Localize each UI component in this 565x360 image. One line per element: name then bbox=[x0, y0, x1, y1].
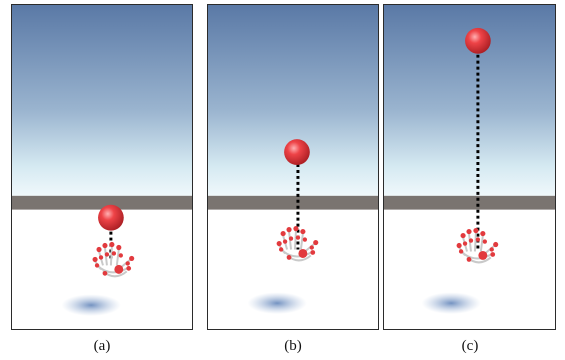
red-sphere-icon bbox=[284, 139, 310, 166]
caption-a: (a) bbox=[93, 338, 111, 354]
shadow-icon bbox=[61, 294, 121, 317]
horizon-band bbox=[12, 195, 192, 210]
hand-skeleton-icon bbox=[276, 226, 319, 262]
scene-panel-c bbox=[383, 4, 556, 330]
scene-render-a bbox=[12, 5, 192, 329]
horizon-band bbox=[384, 195, 555, 210]
hand-skeleton-icon bbox=[92, 241, 135, 278]
hand-skeleton-icon bbox=[456, 228, 499, 264]
scene-panel-a bbox=[11, 4, 193, 330]
sky bbox=[12, 5, 192, 196]
red-sphere-icon bbox=[465, 27, 491, 54]
caption-b: (b) bbox=[284, 338, 302, 354]
horizon-band bbox=[208, 195, 378, 210]
sky bbox=[208, 5, 378, 196]
shadow-icon bbox=[421, 292, 481, 315]
shadow-icon bbox=[247, 292, 307, 315]
red-sphere-icon bbox=[98, 204, 124, 231]
scene-panel-b bbox=[207, 4, 379, 330]
scene-render-c bbox=[384, 5, 555, 329]
caption-c: (c) bbox=[461, 338, 479, 354]
scene-render-b bbox=[208, 5, 378, 329]
